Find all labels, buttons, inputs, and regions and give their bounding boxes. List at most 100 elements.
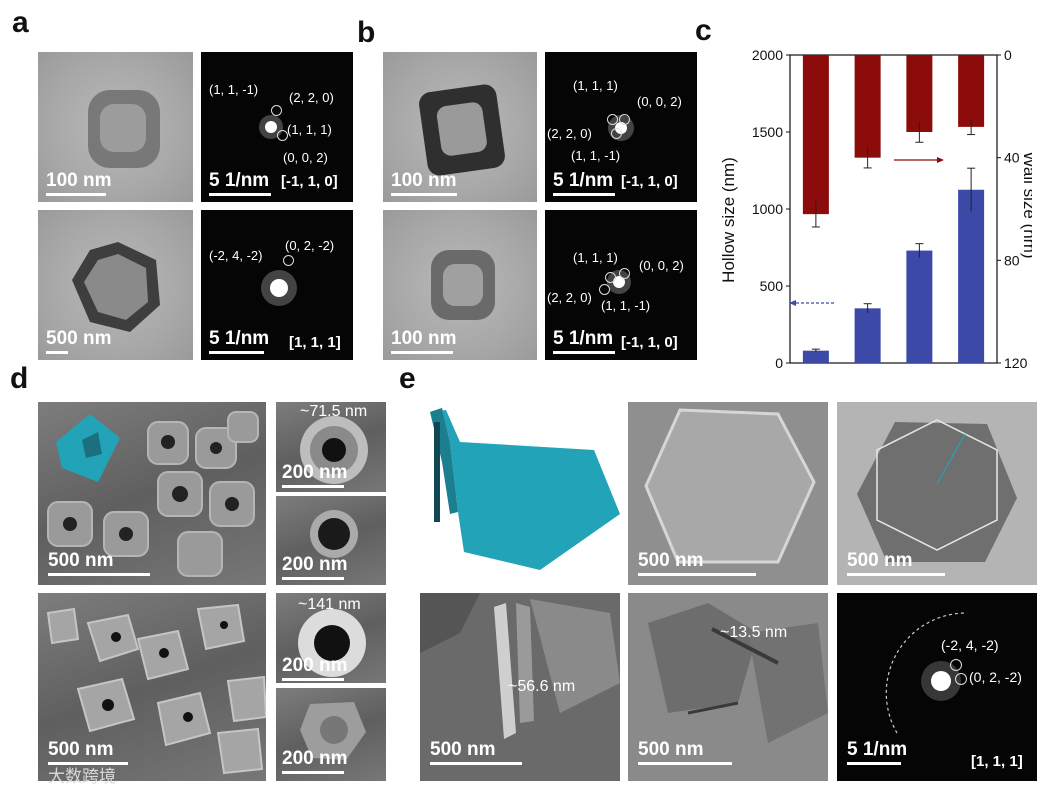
bar-wall-size [906,55,933,132]
bar-hollow-size [958,189,985,363]
spot-ring [619,114,630,125]
scale-text: 5 1/nm [209,170,270,191]
fft-image-a-bottom: (-2, 4, -2) (0, 2, -2) 5 1/nm [1, 1, 1] [201,210,353,360]
sem-inset-d-bottom-2: 200 nm [276,688,386,781]
scale-text: 500 nm [46,328,112,349]
y-tick-label-left: 1500 [752,124,783,140]
scale-text: 5 1/nm [847,739,908,760]
bar-wall-size [958,55,985,127]
y-axis-label-right: Wall size (nm) [1020,151,1032,258]
thickness-label: ~141 nm [298,596,361,613]
scale-text: 200 nm [282,655,348,676]
panel-label-c: c [695,14,712,47]
miller-index: (2, 2, 0) [289,90,334,105]
miller-index: (0, 0, 2) [637,94,682,109]
scale-bar [282,771,344,774]
spot-ring [277,130,288,141]
miller-index: (0, 2, -2) [285,238,335,253]
spot-ring [955,673,967,685]
fft-image-a-top: (1, 1, -1) (2, 2, 0) (1, 1, 1) (0, 0, 2)… [201,52,353,202]
arrow-head-left [789,300,796,306]
zone-axis: [1, 1, 1] [971,753,1023,770]
sem-image-d-bottom: 500 nm [38,593,266,781]
scale-bar [553,351,615,354]
y-tick-label-left: 2000 [752,47,783,63]
y-tick-label-right: 40 [1004,150,1020,166]
tem-image-a-top: 100 nm [38,52,193,202]
scale-bar [391,193,457,196]
scale-text: 200 nm [282,748,348,769]
panel-label-d: d [10,362,29,395]
tem-image-b-top: 100 nm [383,52,537,202]
miller-index: (-2, 4, -2) [209,248,263,263]
y-tick-label-right: 120 [1004,355,1028,371]
scale-text: 5 1/nm [553,170,614,191]
scale-bar [638,573,756,576]
miller-index: (1, 1, 1) [573,250,618,265]
scale-bar [847,573,945,576]
spot-ring [283,255,294,266]
sem-image-d-top: 500 nm [38,402,266,585]
scale-text: 200 nm [282,462,348,483]
y-tick-label-right: 0 [1004,47,1012,63]
scale-text: 500 nm [638,550,704,571]
sem-image-e-sheet: 500 nm [628,402,828,585]
miller-index: (1, 1, -1) [571,148,621,163]
fft-image-e: (-2, 4, -2) (0, 2, -2) 5 1/nm [1, 1, 1] [837,593,1037,781]
miller-index: (0, 0, 2) [639,258,684,273]
spot-ring [605,272,616,283]
scale-text: 500 nm [638,739,704,760]
fft-image-b-bottom: (1, 1, 1) (0, 0, 2) (2, 2, 0) (1, 1, -1)… [545,210,697,360]
miller-index: (1, 1, -1) [601,298,651,313]
sem-inset-d-top-1: ~71.5 nm 200 nm [276,402,386,492]
fft-image-b-top: (1, 1, 1) (0, 0, 2) (2, 2, 0) (1, 1, -1)… [545,52,697,202]
thickness-label: ~71.5 nm [300,403,368,420]
zone-axis: [-1, 1, 0] [621,173,678,190]
panel-label-e: e [399,362,416,395]
scale-bar [638,762,732,765]
scale-bar [282,577,344,580]
miller-index: (1, 1, -1) [209,82,259,97]
spot-ring [271,105,282,116]
bar-hollow-size [854,308,881,363]
tem-image-a-bottom: 500 nm [38,210,193,360]
nanosheet-model [430,408,620,570]
arrow-head-right [937,157,944,163]
spot-ring [599,284,610,295]
scale-bar [430,762,522,765]
scale-bar [391,351,453,354]
scale-bar [553,193,615,196]
miller-index: (2, 2, 0) [547,126,592,141]
y-tick-label-left: 500 [760,278,784,294]
y-tick-label-left: 0 [775,355,783,371]
y-tick-label-right: 80 [1004,252,1020,268]
scale-text: 500 nm [48,550,114,571]
scale-text: 5 1/nm [209,328,270,349]
scale-bar [209,193,271,196]
scale-bar [48,573,150,576]
sem-image-e-wall: ~56.6 nm 500 nm [420,593,620,781]
scale-bar [282,485,344,488]
hrtem-image-e: ~13.5 nm 500 nm [628,593,828,781]
spot-ring [950,659,962,671]
y-axis-label-left: Hollow size (nm) [719,157,738,283]
miller-index: (2, 2, 0) [547,290,592,305]
bar-wall-size [802,55,829,215]
tem-image-e-sheet: 500 nm [837,402,1037,585]
zone-axis: [-1, 1, 0] [621,334,678,351]
scale-text: 500 nm [48,739,114,760]
y-tick-label-left: 1000 [752,201,783,217]
scale-text: 100 nm [391,170,457,191]
miller-index: (1, 1, 1) [573,78,618,93]
scale-text: 500 nm [430,739,496,760]
watermark: 大数跨境 [48,767,116,787]
scale-bar [282,678,344,681]
miller-index: (-2, 4, -2) [941,637,999,653]
bar-hollow-size [802,350,829,363]
bar-hollow-size [906,250,933,363]
scale-text: 5 1/nm [553,328,614,349]
miller-index: (0, 2, -2) [969,669,1022,685]
scale-text: 200 nm [282,554,348,575]
scale-bar [209,351,264,354]
spot-ring [607,114,618,125]
